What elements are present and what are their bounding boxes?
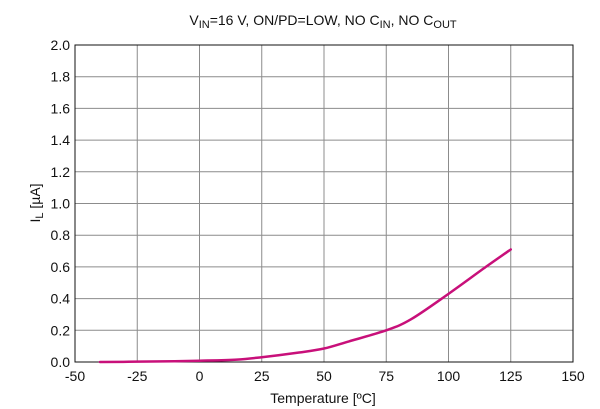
x-tick-label: 0 [196, 368, 204, 384]
y-axis-title-main: I [27, 219, 43, 223]
y-tick-label: 0.4 [51, 291, 71, 307]
plot-frame [74, 44, 574, 363]
x-tick-label: 125 [499, 368, 523, 384]
y-axis-title: IL [µA] [27, 183, 46, 222]
x-tick-label: 25 [254, 368, 270, 384]
y-tick-label: 0.0 [51, 354, 71, 370]
chart-title-part: IN [199, 19, 210, 31]
chart-title-part: V [189, 12, 199, 28]
chart-title: VIN=16 V, ON/PD=LOW, NO CIN, NO COUT [189, 12, 457, 31]
x-tick-label: 150 [561, 368, 585, 384]
y-axis-title-unit: [µA] [27, 183, 43, 212]
x-tick-label: -50 [65, 368, 85, 384]
x-axis: -50 -25 0 25 50 75 100 125 150 [65, 368, 585, 384]
y-tick-label: 0.6 [51, 259, 71, 275]
y-tick-label: 0.2 [51, 322, 71, 338]
y-tick-label: 1.0 [51, 196, 71, 212]
y-tick-label: 1.4 [51, 132, 71, 148]
chart-title-part: IN [380, 19, 391, 31]
x-tick-label: -25 [127, 368, 147, 384]
x-tick-label: 100 [437, 368, 461, 384]
y-axis: 0.0 0.2 0.4 0.6 0.8 1.0 1.2 1.4 1.6 1.8 2.0 [51, 37, 71, 370]
chart-title-part: OUT [433, 19, 457, 31]
y-tick-label: 1.8 [51, 69, 71, 85]
series-layer [98, 248, 512, 364]
y-tick-label: 0.8 [51, 227, 71, 243]
x-tick-label: 50 [316, 368, 332, 384]
y-tick-label: 2.0 [51, 37, 71, 53]
y-tick-label: 1.6 [51, 100, 71, 116]
chart-title-part: =16 V, ON/PD=LOW, NO C [210, 12, 380, 28]
y-tick-label: 1.2 [51, 164, 71, 180]
y-axis-title-sub: L [34, 213, 46, 219]
series-line [98, 248, 512, 364]
chart-title-part: , NO C [391, 12, 434, 28]
grid [74, 44, 574, 363]
x-tick-label: 75 [378, 368, 394, 384]
x-axis-title: Temperature [ºC] [270, 390, 376, 406]
